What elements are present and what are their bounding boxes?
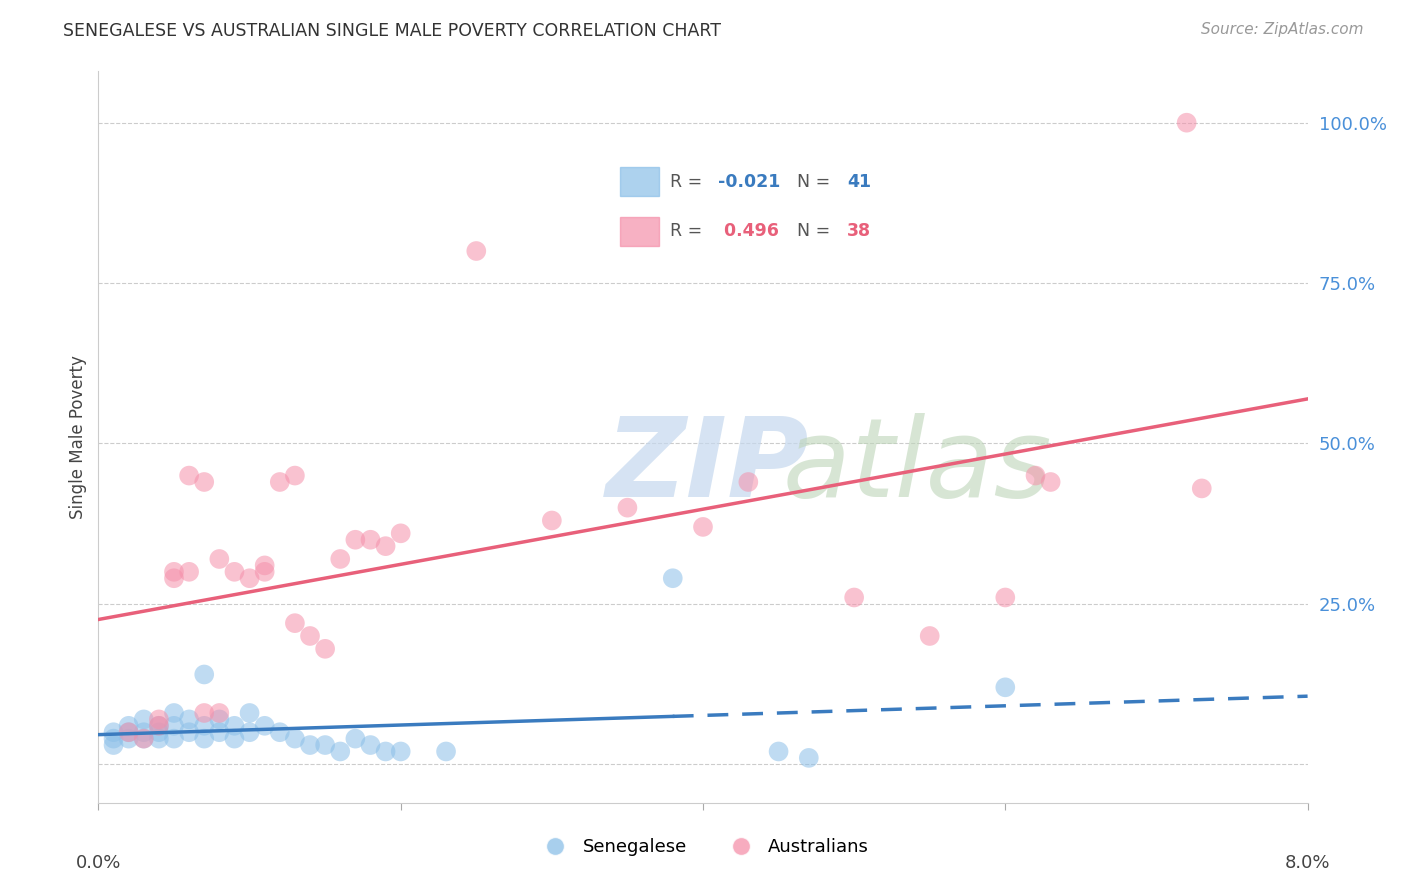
Point — [239, 706, 262, 720]
Point — [434, 744, 457, 758]
Point — [103, 738, 125, 752]
Text: -0.021: -0.021 — [717, 173, 780, 191]
Point — [329, 744, 352, 758]
Legend: Senegalese, Australians: Senegalese, Australians — [530, 830, 876, 863]
Point — [314, 641, 336, 656]
Point — [1025, 468, 1047, 483]
Point — [163, 571, 186, 585]
Point — [224, 565, 246, 579]
Text: R =: R = — [671, 173, 703, 191]
Point — [179, 565, 201, 579]
Point — [344, 533, 367, 547]
Point — [208, 712, 231, 726]
Point — [179, 468, 201, 483]
Point — [616, 500, 638, 515]
Text: N =: N = — [797, 222, 830, 240]
Point — [465, 244, 488, 258]
Point — [284, 616, 307, 631]
Point — [1191, 482, 1213, 496]
Point — [844, 591, 866, 605]
Point — [148, 725, 170, 739]
Point — [299, 738, 322, 752]
Point — [374, 744, 396, 758]
Text: ZIP: ZIP — [606, 413, 810, 520]
Point — [179, 725, 201, 739]
Point — [269, 475, 291, 489]
Point — [239, 571, 262, 585]
Point — [103, 725, 125, 739]
Bar — [620, 217, 658, 246]
Point — [224, 731, 246, 746]
Point — [193, 667, 215, 681]
Point — [163, 731, 186, 746]
Point — [344, 731, 367, 746]
Point — [132, 725, 155, 739]
Point — [737, 475, 759, 489]
Point — [284, 468, 307, 483]
Point — [132, 731, 155, 746]
Text: R =: R = — [671, 222, 703, 240]
Point — [208, 725, 231, 739]
Point — [253, 558, 276, 573]
Point — [374, 539, 396, 553]
Point — [918, 629, 941, 643]
Point — [692, 520, 714, 534]
Point — [994, 681, 1017, 695]
Point — [148, 731, 170, 746]
Point — [193, 706, 215, 720]
Point — [314, 738, 336, 752]
Point — [299, 629, 322, 643]
Point — [193, 731, 215, 746]
Point — [163, 719, 186, 733]
Point — [148, 719, 170, 733]
Text: 0.496: 0.496 — [717, 222, 779, 240]
Point — [329, 552, 352, 566]
Point — [103, 731, 125, 746]
Point — [193, 475, 215, 489]
Point — [118, 731, 141, 746]
Bar — [620, 168, 658, 196]
Point — [269, 725, 291, 739]
Point — [118, 725, 141, 739]
Text: atlas: atlas — [606, 413, 1052, 520]
Point — [193, 719, 215, 733]
Point — [797, 751, 820, 765]
Point — [360, 533, 382, 547]
Point — [239, 725, 262, 739]
Point — [148, 719, 170, 733]
Point — [284, 731, 307, 746]
Point — [661, 571, 683, 585]
Point — [132, 731, 155, 746]
Point — [1039, 475, 1062, 489]
Point — [163, 706, 186, 720]
Point — [768, 744, 790, 758]
Point — [389, 744, 412, 758]
Point — [224, 719, 246, 733]
Point — [148, 712, 170, 726]
Point — [208, 552, 231, 566]
Text: 38: 38 — [846, 222, 872, 240]
Text: 8.0%: 8.0% — [1285, 854, 1330, 872]
Point — [208, 706, 231, 720]
Point — [360, 738, 382, 752]
Point — [163, 565, 186, 579]
Point — [253, 565, 276, 579]
Point — [994, 591, 1017, 605]
Text: SENEGALESE VS AUSTRALIAN SINGLE MALE POVERTY CORRELATION CHART: SENEGALESE VS AUSTRALIAN SINGLE MALE POV… — [63, 22, 721, 40]
Text: 0.0%: 0.0% — [76, 854, 121, 872]
Point — [540, 514, 562, 528]
Point — [118, 725, 141, 739]
Text: 41: 41 — [846, 173, 872, 191]
Point — [132, 712, 155, 726]
Text: N =: N = — [797, 173, 830, 191]
Text: Source: ZipAtlas.com: Source: ZipAtlas.com — [1201, 22, 1364, 37]
Point — [118, 719, 141, 733]
Y-axis label: Single Male Poverty: Single Male Poverty — [69, 355, 87, 519]
Point — [253, 719, 276, 733]
Point — [389, 526, 412, 541]
Point — [179, 712, 201, 726]
Point — [1175, 116, 1198, 130]
